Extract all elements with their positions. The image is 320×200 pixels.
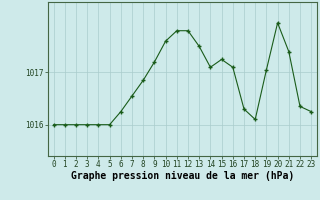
X-axis label: Graphe pression niveau de la mer (hPa): Graphe pression niveau de la mer (hPa) <box>71 171 294 181</box>
